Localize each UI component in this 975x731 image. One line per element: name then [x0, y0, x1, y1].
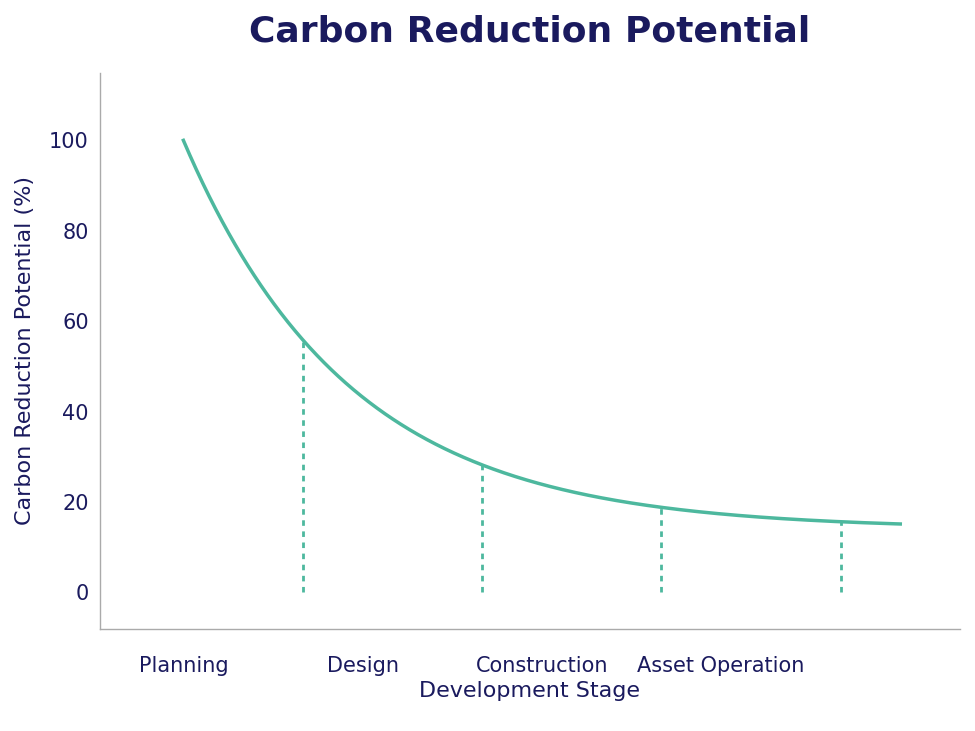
- Text: Construction: Construction: [476, 656, 608, 675]
- Text: Asset Operation: Asset Operation: [638, 656, 804, 675]
- Text: Design: Design: [327, 656, 399, 675]
- Title: Carbon Reduction Potential: Carbon Reduction Potential: [250, 15, 810, 49]
- Y-axis label: Carbon Reduction Potential (%): Carbon Reduction Potential (%): [15, 176, 35, 525]
- X-axis label: Development Stage: Development Stage: [419, 681, 641, 701]
- Text: Planning: Planning: [138, 656, 228, 675]
